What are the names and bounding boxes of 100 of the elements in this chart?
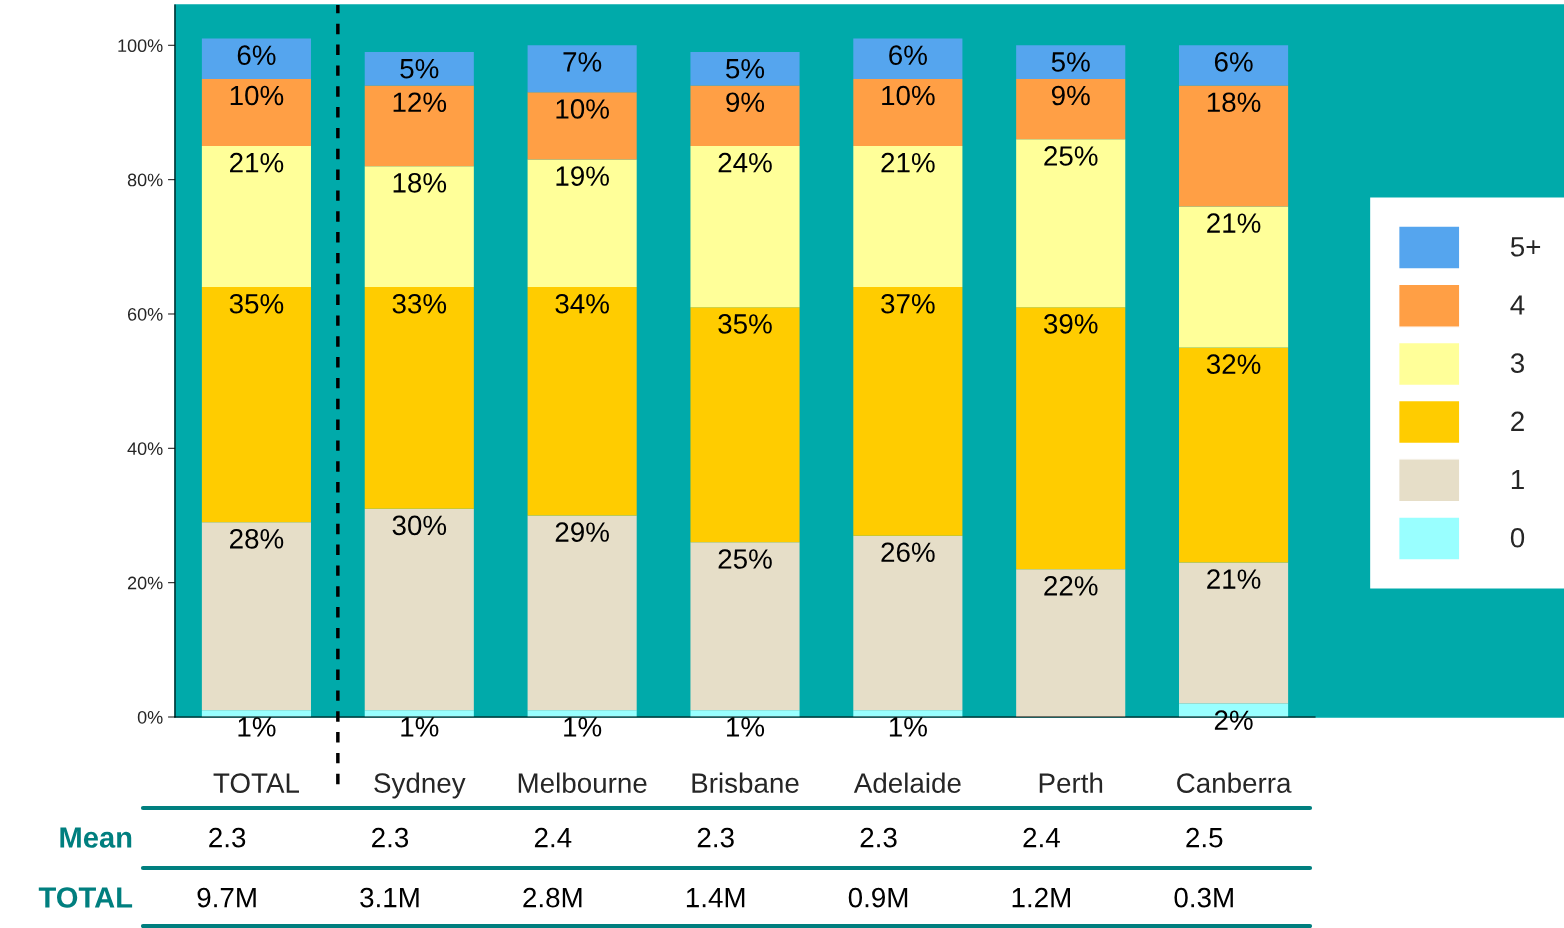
text: 9.7M: [197, 887, 256, 908]
data-label: 6%: [237, 45, 276, 66]
data-label: 1%: [564, 717, 602, 737]
bar: [1016, 78, 1126, 140]
bar: [201, 38, 311, 79]
bar: [1179, 85, 1289, 207]
bar: [1016, 569, 1126, 717]
data-label: 9%: [1051, 85, 1090, 106]
bar: [364, 52, 474, 86]
text: 2.3: [860, 827, 897, 848]
data-label: 19%: [556, 166, 609, 186]
text: 2.3: [697, 827, 734, 848]
data-label: 5%: [400, 58, 439, 79]
data-label: 6%: [889, 45, 927, 66]
bar: [527, 159, 637, 288]
data-label: 25%: [718, 549, 772, 569]
bar: [527, 287, 637, 516]
bar: [1179, 562, 1289, 704]
data-label: 5%: [1051, 52, 1090, 72]
text: 1.2M: [1012, 887, 1070, 908]
data-label: 10%: [230, 85, 284, 106]
x-tick-label: TOTAL: [213, 773, 299, 793]
data-label: 1%: [727, 717, 765, 737]
bar: [690, 307, 800, 543]
legend-label: 4: [1510, 295, 1525, 315]
data-label: 26%: [881, 542, 935, 563]
text: 0.3M: [1174, 887, 1233, 908]
text: 2.3: [372, 827, 409, 848]
bar: [201, 522, 311, 711]
bar: [527, 92, 637, 160]
text: 2.4: [1023, 827, 1060, 848]
text: 3.1M: [360, 887, 419, 908]
bar: [1179, 45, 1289, 86]
data-label: 1%: [238, 717, 276, 737]
bar: [853, 535, 963, 711]
legend-label: 0: [1510, 527, 1525, 548]
data-label: 28%: [230, 528, 284, 549]
bar: [364, 287, 474, 509]
data-label: 6%: [1214, 52, 1253, 72]
y-tick-label: 40%: [127, 442, 163, 456]
bar: [690, 146, 800, 308]
y-tick-label: 0%: [137, 710, 163, 724]
legend-label: 1: [1511, 470, 1524, 490]
bar: [1016, 139, 1126, 308]
bar: [1016, 45, 1126, 79]
data-label: 9%: [726, 92, 765, 113]
bar: [690, 710, 800, 717]
data-label: 21%: [1207, 569, 1261, 589]
data-label: 1%: [889, 717, 927, 737]
legend-label: 3: [1510, 353, 1525, 373]
data-label: 21%: [881, 152, 935, 173]
bar: [1016, 307, 1126, 570]
y-tick-label: 80%: [127, 173, 163, 187]
text: 2.5: [1186, 827, 1223, 848]
bar: [364, 166, 474, 288]
text: 1.4M: [686, 888, 745, 908]
data-label: 18%: [393, 172, 447, 193]
data-label: 25%: [1044, 146, 1098, 166]
bar: [527, 45, 637, 93]
data-label: 18%: [1207, 92, 1261, 113]
data-label: 35%: [229, 293, 284, 314]
y-tick-label: 20%: [127, 576, 163, 590]
bar: [690, 52, 800, 86]
data-label: 24%: [718, 152, 772, 173]
bar: [853, 146, 963, 288]
bar: [201, 287, 311, 523]
data-label: 21%: [230, 152, 284, 173]
bar: [853, 287, 963, 536]
legend-label: 2: [1511, 411, 1524, 431]
y-tick-label: 100%: [118, 39, 163, 53]
data-label: 12%: [393, 92, 447, 112]
data-label: 34%: [555, 293, 609, 314]
data-label: 7%: [563, 52, 602, 72]
text: Mean: [60, 827, 132, 848]
x-tick-label: Perth: [1039, 772, 1103, 793]
data-label: 29%: [555, 522, 609, 542]
bar: [853, 38, 963, 79]
x-tick-label: Melbourne: [518, 772, 647, 793]
x-tick-label: Canberra: [1177, 772, 1292, 793]
data-label: 10%: [882, 85, 935, 106]
data-label: 1%: [401, 717, 439, 737]
bar: [853, 78, 963, 147]
bar: [201, 146, 311, 288]
bar: [364, 85, 474, 167]
bar: [1179, 206, 1289, 348]
x-tick-label: Sydney: [374, 772, 466, 799]
bar: [690, 542, 800, 711]
text: 2.3: [209, 827, 246, 848]
data-label: 39%: [1043, 314, 1098, 334]
x-tick-label: Brisbane: [692, 772, 799, 793]
bar: [527, 515, 637, 711]
y-tick-label: 60%: [127, 307, 163, 321]
bar: [201, 78, 311, 147]
data-label: 33%: [392, 293, 447, 314]
legend-label: 5+: [1510, 237, 1541, 257]
text: TOTAL: [38, 887, 133, 908]
data-label: 32%: [1206, 354, 1261, 375]
bar: [690, 85, 800, 147]
data-label: 21%: [1207, 213, 1261, 233]
data-label: 35%: [718, 314, 772, 334]
